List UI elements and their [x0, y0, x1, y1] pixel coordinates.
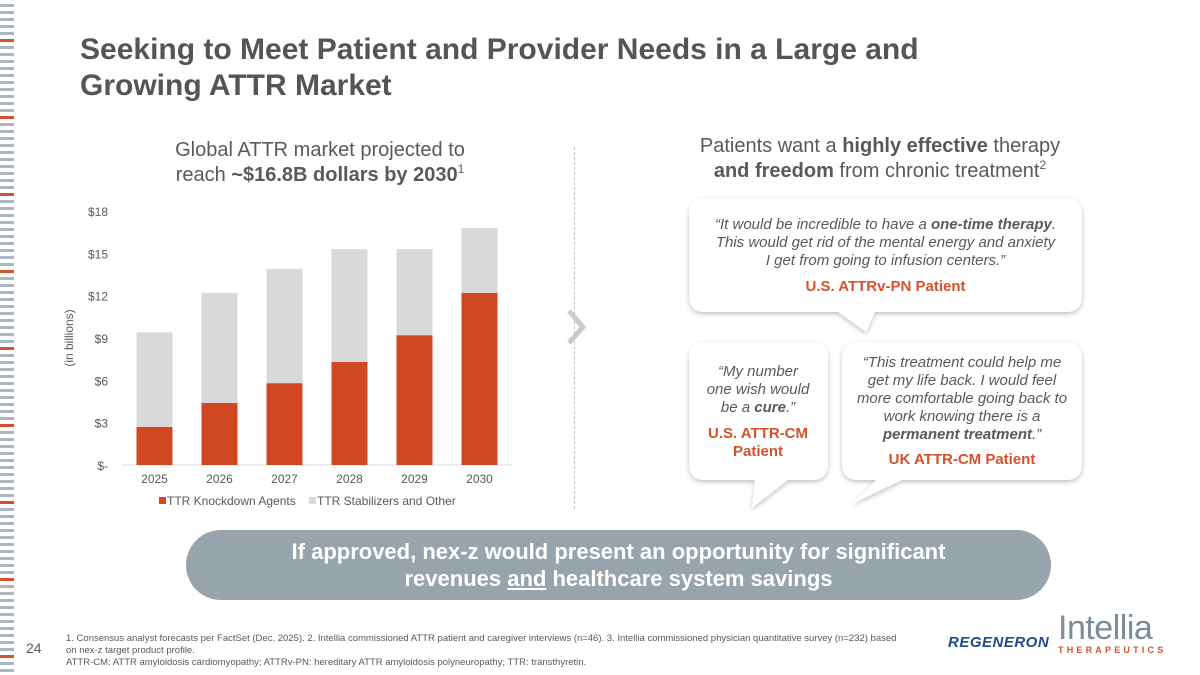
bar-knockdown-2025 [136, 426, 173, 465]
y-tick-label: $6 [95, 374, 109, 388]
bar-stabilizers-2030 [461, 227, 498, 293]
y-tick-label: $15 [88, 247, 108, 261]
footnotes: 1. Consensus analyst forecasts per FactS… [66, 633, 897, 668]
intellia-logo: Intellia THERAPEUTICS [1058, 609, 1167, 655]
page-title: Seeking to Meet Patient and Provider Nee… [80, 33, 919, 102]
bar-knockdown-2027 [266, 383, 303, 465]
x-tick-label: 2027 [271, 472, 298, 486]
page-number: 24 [26, 640, 42, 656]
regeneron-logo: REGENERON [948, 634, 1050, 651]
y-tick-label: $- [97, 459, 108, 473]
bar-stabilizers-2026 [201, 292, 238, 403]
legend-label: TTR Knockdown Agents [167, 494, 296, 508]
chevron-right-icon [567, 309, 587, 345]
y-axis-label: (in billions) [62, 309, 76, 366]
opportunity-banner: If approved, nex-z would present an oppo… [186, 530, 1051, 600]
quote-2-text: “My number one wish would be a cure.” [706, 363, 810, 416]
attr-market-chart: $- $3 $6 $9 $12 $15 $18 (in billions) 2025 2026 20… [62, 205, 512, 508]
speech-bubble-1 [689, 198, 1082, 332]
y-tick-label: $18 [88, 205, 108, 219]
bar-knockdown-2029 [396, 335, 433, 465]
quote-3-text: “This treatment could help me get my lif… [856, 354, 1068, 443]
x-tick-label: 2026 [206, 472, 233, 486]
x-tick-label: 2030 [466, 472, 493, 486]
bar-knockdown-2028 [331, 361, 368, 465]
x-tick-label: 2029 [401, 472, 428, 486]
quote-1-text: “It would be incredible to have a one-ti… [715, 216, 1056, 269]
decorative-side-stripe [0, 4, 14, 672]
legend-label: TTR Stabilizers and Other [317, 494, 456, 508]
vertical-divider [574, 147, 575, 509]
quote-1-attribution: U.S. ATTRv-PN Patient [805, 278, 966, 295]
bar-stabilizers-2029 [396, 249, 433, 336]
quote-2-attribution: U.S. ATTR-CM Patient [708, 425, 808, 460]
speech-bubble-2 [689, 342, 828, 508]
y-tick-label: $3 [95, 417, 109, 431]
quote-3-attribution: UK ATTR-CM Patient [888, 451, 1036, 468]
bar-knockdown-2026 [201, 402, 238, 465]
bar-stabilizers-2025 [136, 332, 173, 427]
x-tick-label: 2028 [336, 472, 363, 486]
y-tick-label: $9 [95, 332, 109, 346]
patients-heading: Patients want a highly effective therapy… [699, 135, 1061, 182]
x-tick-label: 2025 [141, 472, 168, 486]
legend-swatch [309, 497, 316, 504]
legend-swatch [159, 497, 166, 504]
speech-bubble-3 [842, 342, 1082, 504]
bar-stabilizers-2028 [331, 249, 368, 362]
bar-stabilizers-2027 [266, 268, 303, 384]
bar-knockdown-2030 [461, 292, 498, 465]
y-tick-label: $12 [88, 290, 108, 304]
chart-heading: Global ATTR market projected to reach ~$… [175, 139, 465, 186]
